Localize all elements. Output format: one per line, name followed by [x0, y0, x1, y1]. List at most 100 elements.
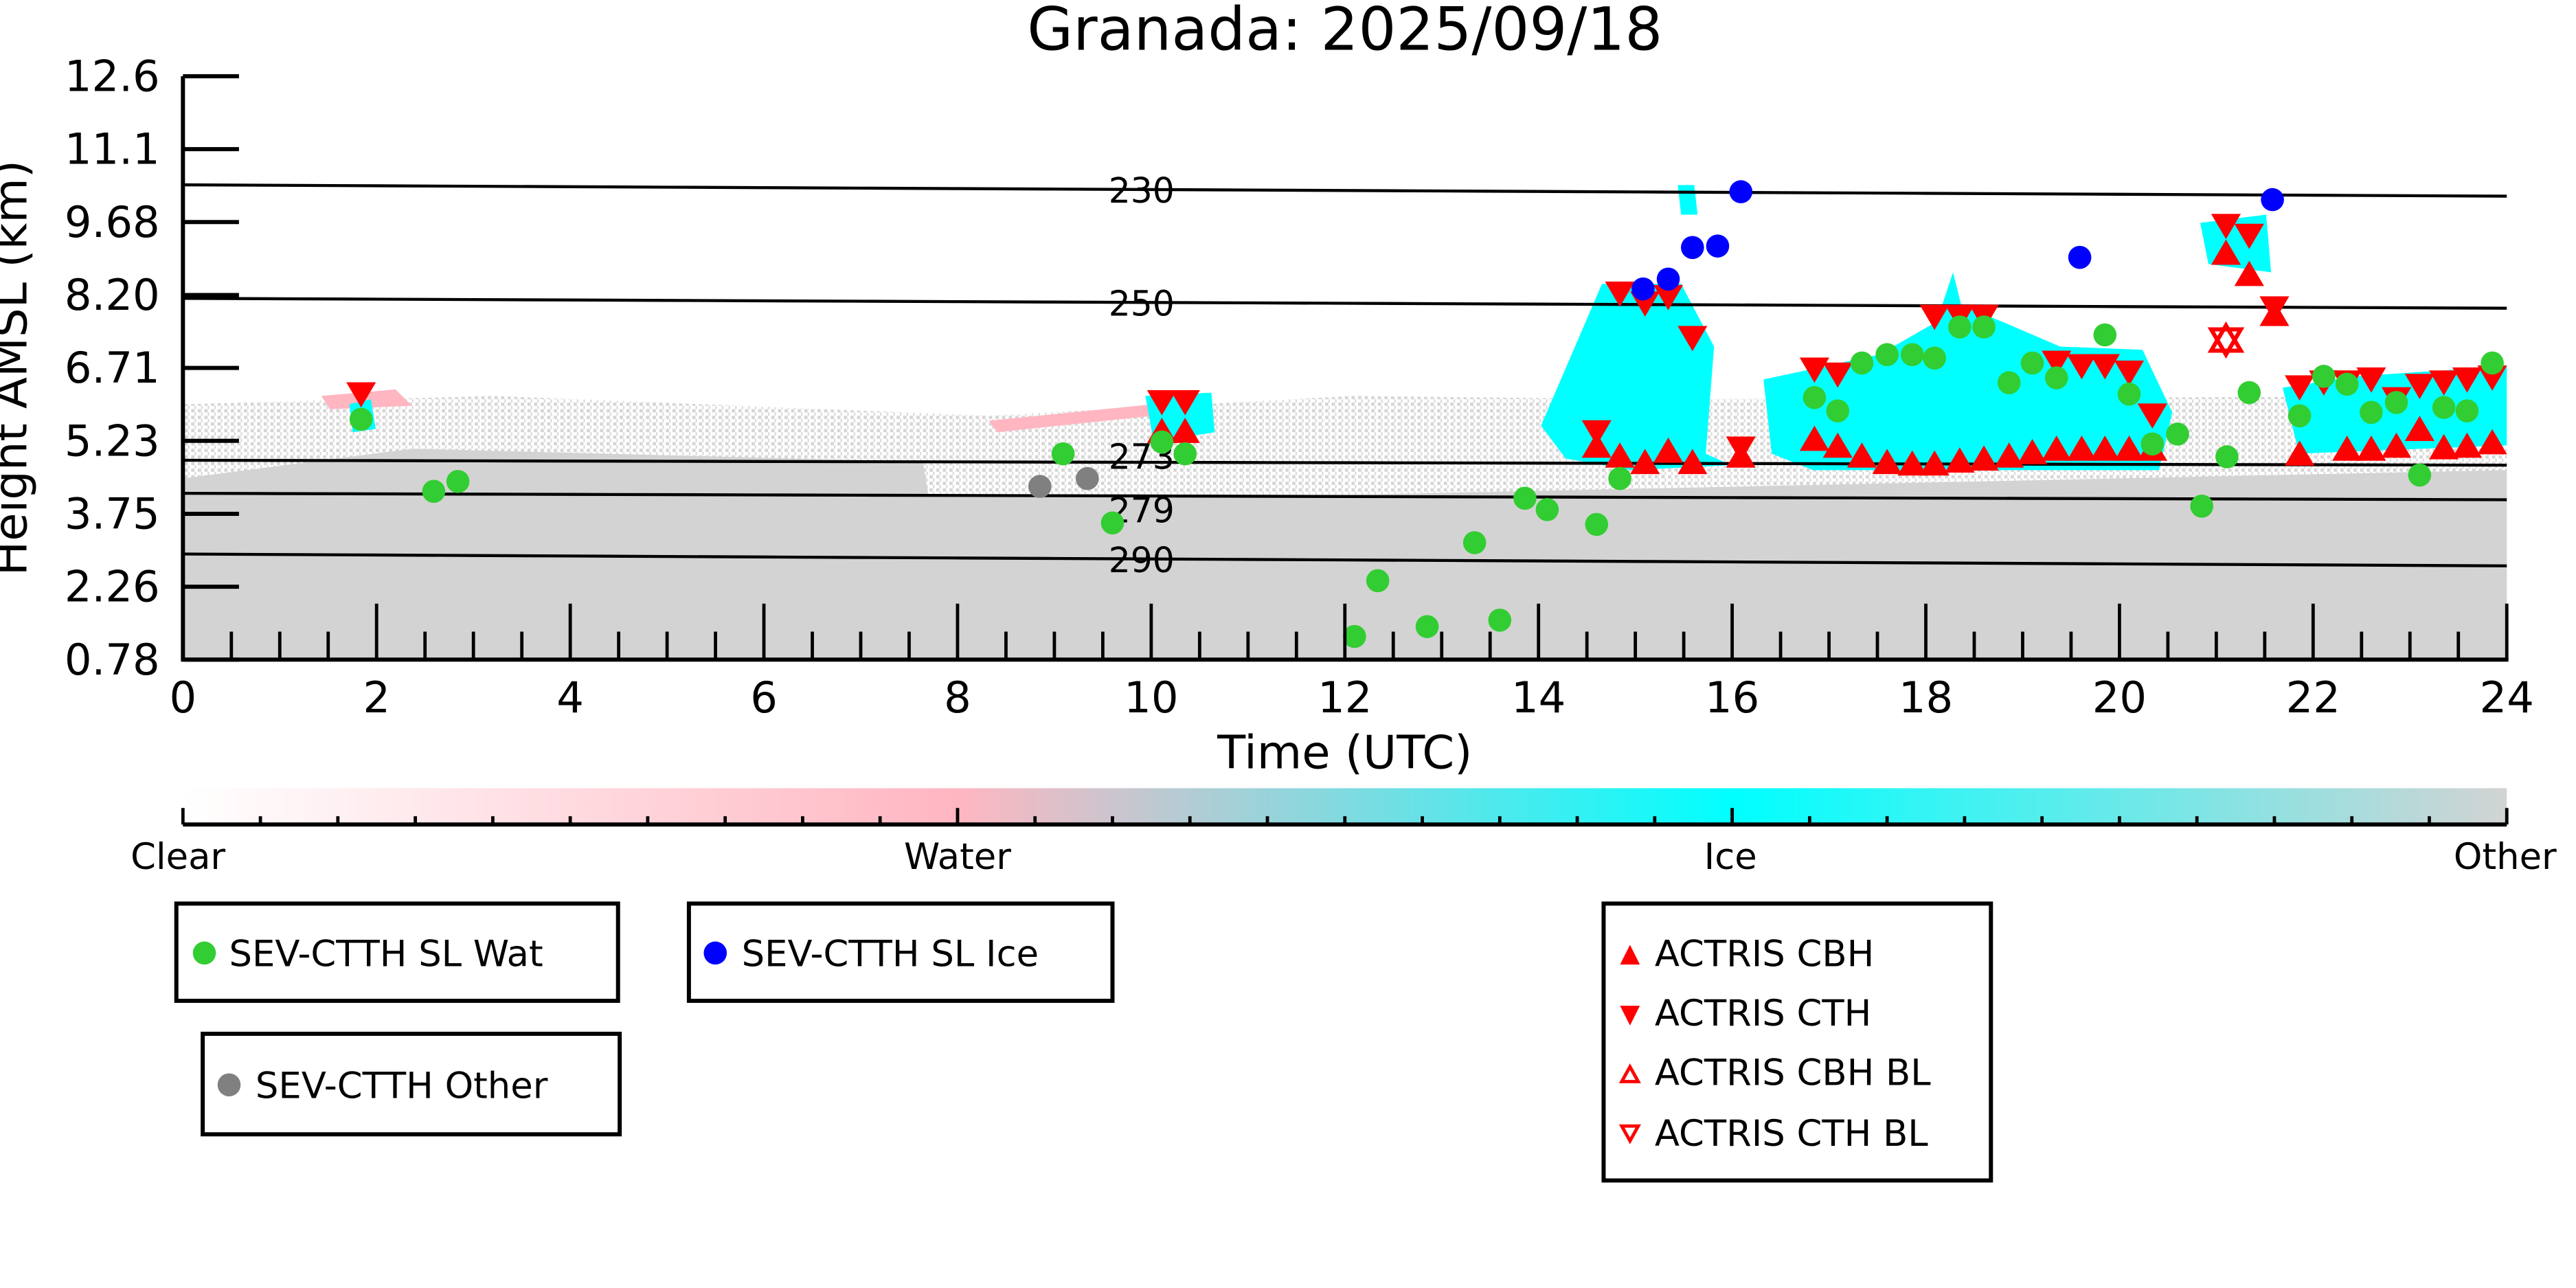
point-sev-ctth-sl-wat [2020, 351, 2044, 375]
ice-region [1763, 272, 2173, 471]
point-sev-ctth-sl-wat [1850, 351, 1874, 375]
point-actris-cth [2090, 354, 2120, 380]
point-sev-ctth-sl-wat [1366, 569, 1390, 593]
point-actris-cth [1919, 304, 1950, 330]
point-actris-cbh [2429, 433, 2459, 460]
point-actris-cth [2259, 296, 2290, 322]
y-tick-label: 6.71 [65, 343, 160, 393]
point-sev-ctth-sl-wat [2117, 382, 2141, 406]
colorbar-ticks [181, 808, 2509, 825]
point-actris-cth-bl [2207, 327, 2245, 359]
ice-region [1541, 284, 1731, 471]
isotherm-line [183, 552, 2507, 567]
x-tick-label: 18 [1899, 673, 1953, 723]
ice-region [1677, 185, 1698, 215]
point-sev-ctth-sl-wat [2166, 422, 2189, 446]
water-region [988, 404, 1154, 433]
point-actris-cbh [2042, 436, 2072, 461]
point-actris-cth [1726, 436, 1756, 462]
x-tick-label: 8 [944, 673, 971, 723]
y-axis-title: Height AMSL (km) [0, 160, 37, 576]
y-tick-label: 0.78 [65, 635, 160, 685]
point-sev-ctth-sl-ice [1656, 267, 1680, 291]
point-actris-cth [1653, 284, 1684, 310]
blue-circle-icon [703, 941, 727, 965]
point-actris-cbh [1994, 442, 2024, 468]
isotherm-line [183, 183, 2507, 198]
isotherm-label: 230 [1109, 170, 1175, 211]
point-sev-ctth-sl-wat [2237, 381, 2261, 405]
point-sev-ctth-sl-wat [2360, 400, 2383, 425]
point-actris-cth [1581, 420, 1612, 446]
point-sev-ctth-sl-wat [1343, 624, 1366, 648]
point-actris-cth [2042, 350, 2072, 376]
y-axis-ticks: 0.78 2.26 3.75 5.23 6.71 8.20 9.68 11.1 12.6 [65, 52, 239, 685]
point-sev-ctth-sl-ice [2261, 188, 2284, 212]
point-sev-ctth-sl-wat [1997, 371, 2021, 394]
point-sev-ctth-sl-wat [2335, 372, 2359, 396]
point-sev-ctth-sl-wat [1900, 343, 1924, 367]
point-sev-ctth-sl-ice [1681, 236, 1704, 260]
point-sev-ctth-other [1028, 475, 1052, 498]
point-sev-ctth-sl-wat [1051, 442, 1075, 466]
point-sev-ctth-sl-wat [1826, 399, 1850, 422]
point-actris-cbh [1822, 432, 1853, 458]
point-sev-ctth-sl-wat [1923, 346, 1946, 370]
point-actris-cbh [1653, 437, 1684, 463]
point-sev-ctth-sl-wat [2287, 404, 2312, 428]
point-actris-cbh [2017, 439, 2048, 464]
point-actris-cth [2066, 354, 2097, 380]
point-actris-cth [1822, 362, 1853, 388]
point-sev-ctth-sl-wat [1150, 430, 1174, 454]
point-actris-cth [1677, 326, 1708, 352]
y-tick-label: 9.68 [65, 197, 160, 247]
legend-actris: ACTRIS CBH ACTRIS CTH ACTRIS CBH BL ACTR… [1601, 901, 1993, 1183]
point-sev-ctth-sl-wat [1415, 615, 1439, 638]
point-sev-ctth-sl-wat [446, 470, 470, 493]
point-actris-cbh [2332, 436, 2362, 461]
point-actris-cbh [1846, 442, 1877, 468]
point-actris-cth [1146, 389, 1177, 416]
gray-circle-icon [217, 1073, 241, 1097]
triangle-down-icon [1620, 1006, 1640, 1026]
point-actris-cth [2404, 374, 2434, 399]
colorbar-label-ice: Ice [1704, 836, 1757, 878]
point-sev-ctth-sl-wat [422, 479, 446, 504]
x-tick-label: 24 [2480, 673, 2534, 723]
point-actris-cbh [1170, 418, 1200, 443]
point-sev-ctth-sl-wat [1100, 511, 1125, 535]
point-sev-ctth-sl-wat [1585, 512, 1609, 536]
point-sev-ctth-sl-wat [1535, 498, 1559, 521]
point-actris-cbh [1605, 442, 1635, 468]
point-sev-ctth-sl-wat [2408, 463, 2432, 487]
legend-sev-other: SEV-CTTH Other [201, 1031, 622, 1137]
point-actris-cbh [2234, 260, 2264, 286]
point-actris-cbh [2356, 436, 2386, 461]
point-actris-cbh [1677, 449, 1708, 475]
point-sev-ctth-sl-wat [1972, 315, 1996, 339]
colorbar-label-clear: Clear [131, 836, 225, 878]
point-actris-cth [2137, 403, 2167, 429]
point-sev-ctth-sl-wat [1875, 343, 1899, 367]
point-sev-ctth-sl-wat [2455, 399, 2479, 422]
x-axis-title: Time (UTC) [1217, 726, 1472, 780]
point-actris-cbh [1919, 450, 1950, 476]
colorbar-label-water: Water [904, 836, 1011, 878]
isotherm-line [183, 297, 2507, 310]
point-actris-cbh [2477, 429, 2507, 455]
x-tick-label: 4 [556, 673, 584, 723]
y-tick-label: 8.20 [65, 270, 160, 320]
x-tick-label: 20 [2092, 673, 2147, 723]
point-actris-cth [2114, 360, 2145, 386]
water-region [321, 389, 412, 409]
x-tick-label: 0 [169, 673, 196, 723]
point-sev-ctth-other [1076, 466, 1099, 490]
point-sev-ctth-sl-ice [1631, 277, 1655, 301]
triangle-up-open-icon [1618, 1063, 1641, 1083]
chart-title: Granada: 2025/09/18 [1027, 0, 1662, 65]
point-actris-cbh [1945, 447, 1975, 473]
x-tick-label: 12 [1318, 673, 1372, 723]
point-sev-ctth-sl-ice [1706, 234, 1730, 258]
point-actris-cbh [2381, 432, 2412, 458]
